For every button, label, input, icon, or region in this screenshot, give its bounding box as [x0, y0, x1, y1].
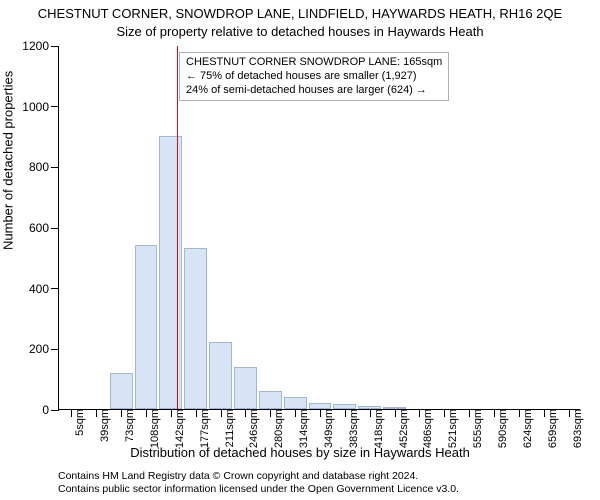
x-tick-label: 349sqm [313, 409, 335, 448]
x-tick-label: 142sqm [164, 409, 186, 448]
x-tick-label: 555sqm [462, 409, 484, 448]
histogram-bar [135, 245, 158, 409]
x-tick-label: 590sqm [487, 409, 509, 448]
x-tick-label: 39sqm [89, 409, 111, 442]
x-tick-label: 177sqm [189, 409, 211, 448]
y-tick-label: 600 [29, 221, 59, 235]
x-tick-label: 211sqm [214, 409, 236, 447]
x-tick-label: 246sqm [238, 409, 260, 448]
y-tick-label: 1200 [22, 39, 59, 53]
annotation-line2: ← 75% of detached houses are smaller (1,… [186, 70, 442, 84]
histogram-bar [234, 367, 257, 409]
x-tick-label: 280sqm [263, 409, 285, 448]
chart-container: CHESTNUT CORNER, SNOWDROP LANE, LINDFIEL… [0, 0, 600, 500]
y-tick-label: 0 [42, 403, 59, 417]
histogram-bar [110, 373, 133, 409]
footer-attribution: Contains HM Land Registry data © Crown c… [58, 470, 590, 496]
x-tick-label: 108sqm [139, 409, 161, 448]
histogram-bar [309, 403, 332, 409]
histogram-bar [383, 407, 406, 409]
y-axis-label: Number of detached properties [1, 71, 16, 250]
plot-area: 0200400600800100012005sqm39sqm73sqm108sq… [58, 46, 580, 410]
histogram-bar [358, 406, 381, 409]
histogram-bar [333, 404, 356, 409]
x-tick-label: 418sqm [363, 409, 385, 448]
y-tick-label: 800 [29, 160, 59, 174]
x-tick-label: 521sqm [437, 409, 459, 448]
x-tick-label: 73sqm [114, 409, 136, 442]
x-tick-label: 314sqm [288, 409, 310, 448]
annotation-line1: CHESTNUT CORNER SNOWDROP LANE: 165sqm [186, 56, 442, 70]
y-tick-label: 400 [29, 282, 59, 296]
y-tick-label: 1000 [22, 100, 59, 114]
annotation-box: CHESTNUT CORNER SNOWDROP LANE: 165sqm ← … [179, 52, 449, 101]
x-tick-label: 693sqm [562, 409, 584, 448]
footer-line2: Contains public sector information licen… [58, 483, 590, 496]
x-tick-label: 486sqm [412, 409, 434, 448]
histogram-bar [259, 391, 282, 409]
histogram-bar [284, 397, 307, 409]
y-tick-label: 200 [29, 342, 59, 356]
histogram-bar [184, 248, 207, 409]
x-tick-label: 5sqm [64, 409, 86, 436]
annotation-line3: 24% of semi-detached houses are larger (… [186, 84, 442, 98]
x-tick-label: 452sqm [388, 409, 410, 448]
chart-title-address: CHESTNUT CORNER, SNOWDROP LANE, LINDFIEL… [0, 6, 600, 21]
x-axis-label: Distribution of detached houses by size … [0, 445, 600, 460]
x-tick-label: 383sqm [338, 409, 360, 448]
histogram-bar [209, 342, 232, 409]
histogram-bar [159, 136, 182, 409]
footer-line1: Contains HM Land Registry data © Crown c… [58, 470, 590, 483]
x-tick-label: 659sqm [537, 409, 559, 448]
x-tick-label: 624sqm [512, 409, 534, 448]
chart-subtitle: Size of property relative to detached ho… [0, 24, 600, 39]
